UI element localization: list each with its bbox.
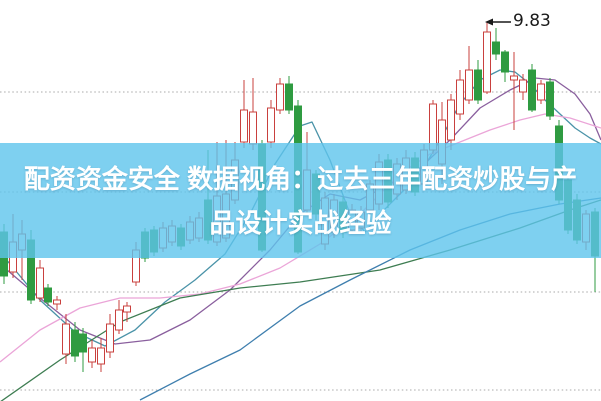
- arrow-head: [485, 18, 493, 26]
- candle-body-up: [447, 99, 455, 141]
- headline-banner: 配资资金安全 数据视角：过去三年配资炒股与产 品设计实战经验: [0, 143, 601, 258]
- candle-body-down: [546, 81, 554, 117]
- high-price-label: 9.83: [513, 11, 551, 31]
- candle-body-down: [492, 41, 500, 55]
- candle-body-up: [537, 83, 545, 101]
- candle-body-up: [240, 109, 248, 143]
- candle-body-up: [53, 299, 61, 305]
- high-annotation-arrow: [485, 18, 511, 26]
- candle-body-down: [44, 287, 52, 303]
- candle-body-up: [456, 79, 464, 115]
- candle-body-down: [501, 51, 509, 73]
- candle-body-up: [115, 309, 123, 331]
- candle-body-up: [276, 83, 284, 111]
- candle-body-down: [474, 69, 482, 101]
- candle-body-down: [79, 333, 87, 353]
- candle-body-down: [528, 69, 536, 111]
- candle-body-down: [285, 83, 293, 111]
- candle-body-up: [465, 69, 473, 101]
- candle-body-up: [97, 347, 105, 365]
- candle-body-up: [510, 75, 518, 81]
- candle-body-up: [88, 347, 96, 363]
- headline-line-2: 品设计实战经验: [209, 207, 392, 238]
- candle-body-up: [106, 323, 114, 353]
- candle-body-up: [267, 107, 275, 143]
- candle-body-down: [71, 329, 79, 357]
- candle-body-up: [249, 111, 257, 145]
- candle-body-up: [519, 79, 527, 93]
- candle-body-up: [483, 31, 491, 93]
- candle-body-up: [36, 267, 44, 299]
- candle-body-up: [62, 323, 70, 355]
- headline-line-1: 配资资金安全 数据视角：过去三年配资炒股与产: [23, 163, 578, 194]
- candle-body-up: [123, 305, 131, 313]
